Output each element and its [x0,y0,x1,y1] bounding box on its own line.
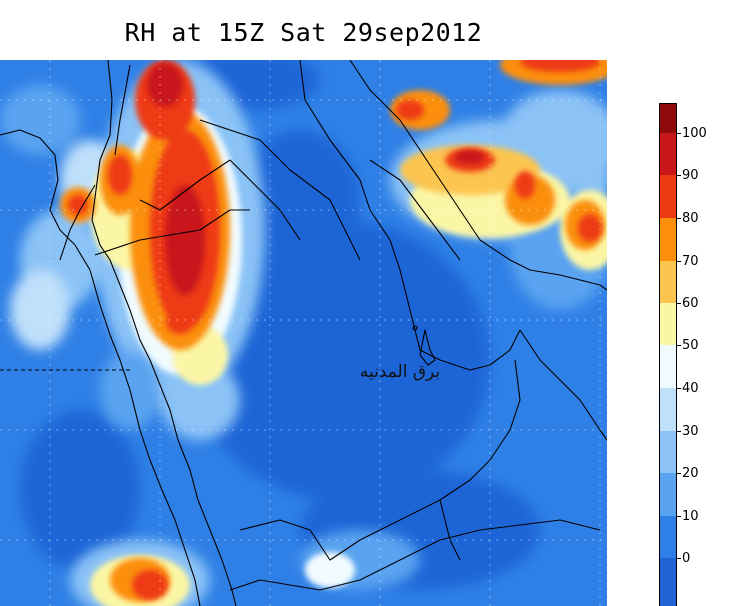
colorbar-tick [677,345,681,346]
colorbar-tick [677,303,681,304]
colorbar-label: 80 [682,211,699,226]
colorbar-label: 60 [682,296,699,311]
colorbar-label: 40 [682,381,699,396]
colorbar-segment [659,133,677,175]
colorbar-tick [677,558,681,559]
colorbar-segment [659,175,677,218]
colorbar-tick [677,133,681,134]
colorbar-segment [659,103,677,133]
map-title: RH at 15Z Sat 29sep2012 [124,18,483,47]
colorbar-segment [659,431,677,473]
colorbar-segment [659,261,677,303]
lat-lon-grid [0,60,607,606]
colorbar [659,103,677,606]
colorbar-label: 20 [682,466,699,481]
colorbar-tick [677,261,681,262]
colorbar-label: 30 [682,424,699,439]
colorbar-segment [659,303,677,345]
country-borders [0,60,607,606]
colorbar-segment [659,218,677,261]
colorbar-label: 10 [682,509,699,524]
colorbar-segment [659,516,677,558]
colorbar-tick [677,431,681,432]
colorbar-label: 70 [682,254,699,269]
colorbar-segment [659,473,677,516]
colorbar-tick [677,388,681,389]
colorbar-label: 100 [682,126,707,141]
colorbar-tick [677,516,681,517]
colorbar-segment [659,558,677,606]
colorbar-label: 0 [682,551,691,566]
colorbar-tick [677,473,681,474]
watermark-text: برق المدنيه [359,362,441,382]
humidity-map [0,60,607,606]
saturated-humidity [147,63,485,295]
colorbar-tick [677,218,681,219]
colorbar-label: 90 [682,168,699,183]
colorbar-segment [659,388,677,431]
colorbar-tick [677,175,681,176]
colorbar-segment [659,345,677,388]
colorbar-label: 50 [682,338,699,353]
